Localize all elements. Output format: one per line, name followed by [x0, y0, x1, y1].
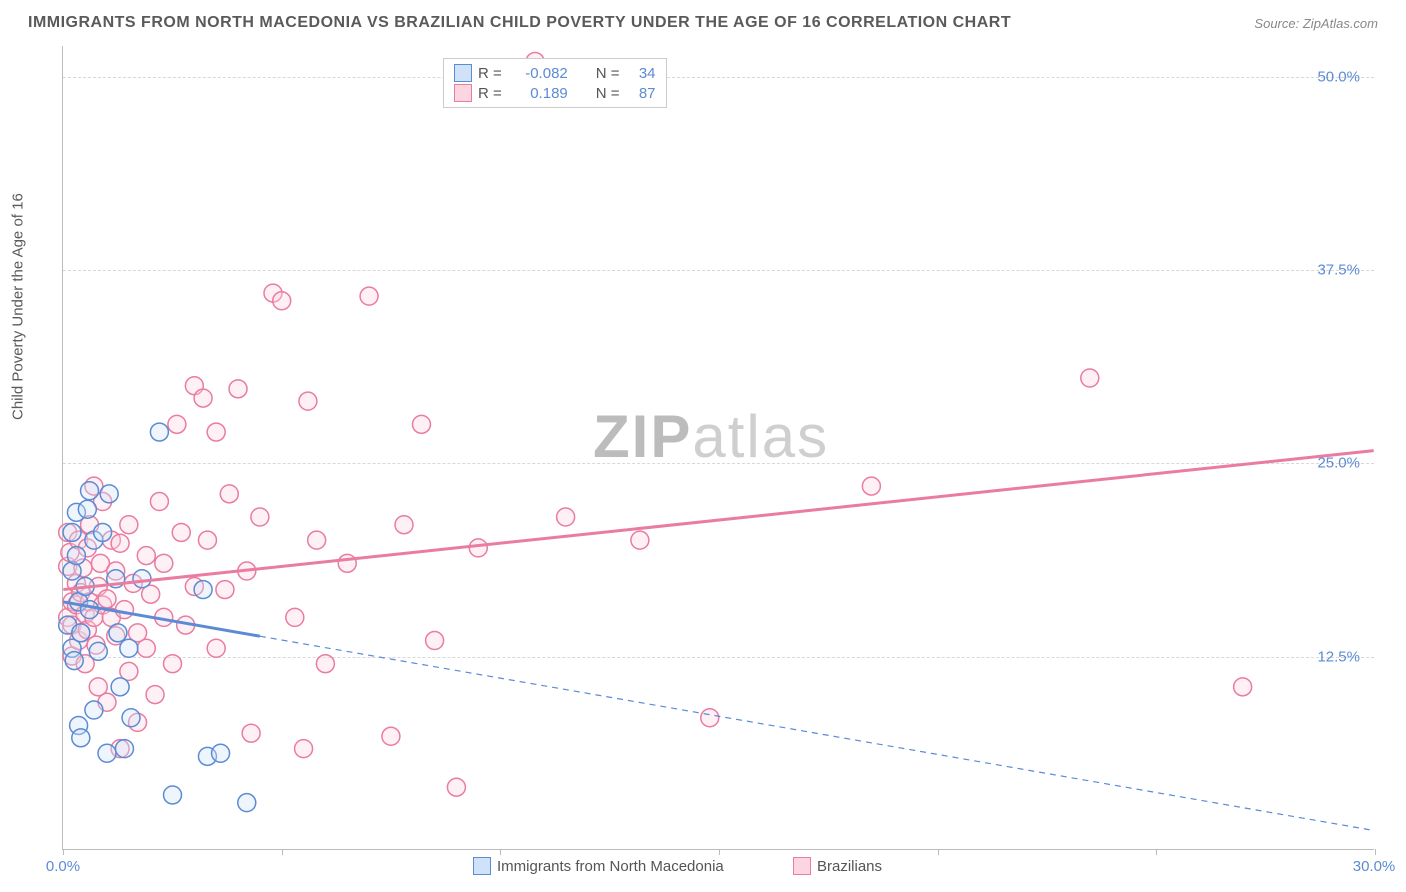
trend-line-dashed [260, 636, 1374, 830]
plot-area: 12.5%25.0%37.5%50.0% ZIPatlas R = -0.082… [62, 46, 1374, 850]
trend-line-solid [63, 451, 1373, 590]
swatch-pink-icon [454, 84, 472, 102]
series-legend-brazil: Brazilians [793, 857, 882, 875]
chart-title: IMMIGRANTS FROM NORTH MACEDONIA VS BRAZI… [28, 14, 1011, 32]
x-tick [500, 849, 501, 855]
swatch-blue-icon [454, 64, 472, 82]
r-value-brazil: 0.189 [508, 85, 568, 102]
trend-line-solid [63, 602, 260, 636]
r-label-2: R = [478, 85, 502, 102]
x-tick-last: 30.0% [1353, 858, 1396, 875]
x-tick [282, 849, 283, 855]
r-label: R = [478, 65, 502, 82]
source-name: ZipAtlas.com [1303, 16, 1378, 31]
y-axis-label: Child Poverty Under the Age of 16 [10, 193, 27, 420]
series-label-macedonia: Immigrants from North Macedonia [497, 858, 724, 875]
x-tick-first: 0.0% [46, 858, 80, 875]
trend-lines [63, 46, 1374, 849]
series-legend-macedonia: Immigrants from North Macedonia [473, 857, 724, 875]
swatch-pink-icon-2 [793, 857, 811, 875]
n-label: N = [596, 65, 620, 82]
n-value-macedonia: 34 [626, 65, 656, 82]
r-value-macedonia: -0.082 [508, 65, 568, 82]
stats-legend: R = -0.082 N = 34 R = 0.189 N = 87 [443, 58, 667, 108]
chart-container: 12.5%25.0%37.5%50.0% ZIPatlas R = -0.082… [62, 46, 1374, 850]
swatch-blue-icon-2 [473, 857, 491, 875]
x-tick [63, 849, 64, 855]
n-label-2: N = [596, 85, 620, 102]
stats-row-macedonia: R = -0.082 N = 34 [454, 63, 656, 83]
x-tick [1156, 849, 1157, 855]
series-label-brazil: Brazilians [817, 858, 882, 875]
source-prefix: Source: [1254, 16, 1299, 31]
stats-row-brazil: R = 0.189 N = 87 [454, 83, 656, 103]
chart-source: Source: ZipAtlas.com [1254, 16, 1378, 31]
x-tick [719, 849, 720, 855]
n-value-brazil: 87 [626, 85, 656, 102]
x-tick [1375, 849, 1376, 855]
x-tick [938, 849, 939, 855]
